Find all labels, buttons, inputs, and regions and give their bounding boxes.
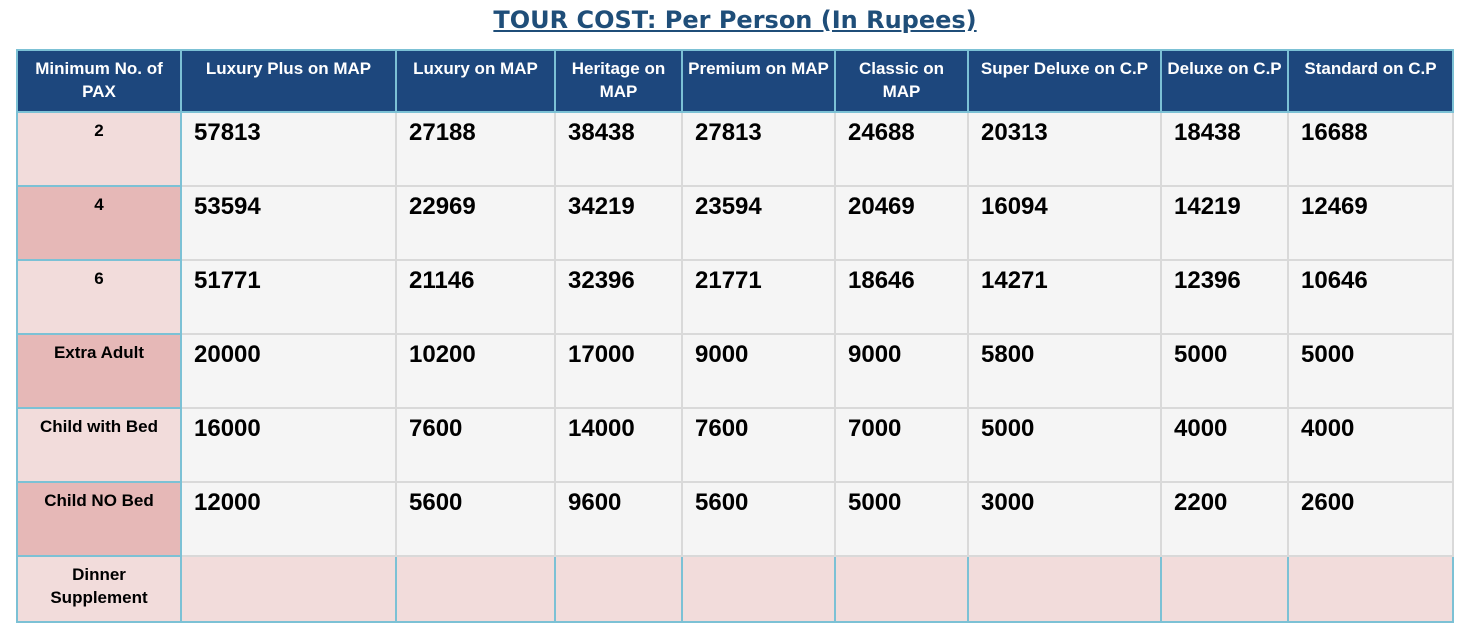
price-cell: 22969 — [395, 185, 556, 261]
price-cell: 16094 — [967, 185, 1162, 261]
price-cell: 4000 — [1287, 407, 1454, 483]
column-header: Super Deluxe on C.P — [967, 49, 1162, 113]
price-cell: 38438 — [554, 111, 683, 187]
price-cell: 20469 — [834, 185, 969, 261]
price-cell: 17000 — [554, 333, 683, 409]
price-cell: 27188 — [395, 111, 556, 187]
table-row: Child NO Bed 12000 5600 9600 5600 5000 3000 220… — [16, 481, 1454, 557]
row-label: Child NO Bed — [16, 481, 182, 557]
price-cell: 57813 — [180, 111, 397, 187]
row-label: 2 — [16, 111, 182, 187]
price-cell: 5000 — [1160, 333, 1289, 409]
price-cell — [681, 555, 836, 623]
price-cell: 24688 — [834, 111, 969, 187]
row-label: 6 — [16, 259, 182, 335]
price-cell: 23594 — [681, 185, 836, 261]
table-row: 2 57813 27188 38438 27813 24688 20313 18438 1668… — [16, 111, 1454, 187]
price-cell: 34219 — [554, 185, 683, 261]
price-cell: 5600 — [395, 481, 556, 557]
price-cell: 3000 — [967, 481, 1162, 557]
column-header: Heritage on MAP — [554, 49, 683, 113]
table-row: Dinner Supplement — [16, 555, 1454, 623]
price-cell: 4000 — [1160, 407, 1289, 483]
price-cell: 9000 — [834, 333, 969, 409]
price-cell: 32396 — [554, 259, 683, 335]
table-row: Child with Bed 16000 7600 14000 7600 7000 5000… — [16, 407, 1454, 483]
price-cell: 12469 — [1287, 185, 1454, 261]
price-cell: 5600 — [681, 481, 836, 557]
price-cell: 7600 — [395, 407, 556, 483]
price-cell: 21771 — [681, 259, 836, 335]
price-cell: 5000 — [834, 481, 969, 557]
column-header: Luxury on MAP — [395, 49, 556, 113]
page-title: TOUR COST: Per Person (In Rupees) — [493, 6, 977, 34]
row-label: Child with Bed — [16, 407, 182, 483]
column-header: Luxury Plus on MAP — [180, 49, 397, 113]
table-row: Extra Adult 20000 10200 17000 9000 9000 5800 50… — [16, 333, 1454, 409]
header-row: Minimum No. of PAX Luxury Plus on MAP Luxu… — [16, 49, 1454, 113]
table-row: 6 51771 21146 32396 21771 18646 14271 12396 1064… — [16, 259, 1454, 335]
price-cell — [180, 555, 397, 623]
price-cell — [1160, 555, 1289, 623]
price-cell — [395, 555, 556, 623]
price-cell: 12396 — [1160, 259, 1289, 335]
tour-cost-table: Minimum No. of PAX Luxury Plus on MAP Luxu… — [16, 49, 1454, 623]
price-cell: 53594 — [180, 185, 397, 261]
price-cell: 9000 — [681, 333, 836, 409]
price-cell: 10646 — [1287, 259, 1454, 335]
price-cell: 16000 — [180, 407, 397, 483]
row-label: 4 — [16, 185, 182, 261]
price-cell: 5000 — [1287, 333, 1454, 409]
price-cell: 5000 — [967, 407, 1162, 483]
price-cell: 20000 — [180, 333, 397, 409]
row-label: Extra Adult — [16, 333, 182, 409]
price-cell: 7000 — [834, 407, 969, 483]
price-cell: 18646 — [834, 259, 969, 335]
column-header: Classic on MAP — [834, 49, 969, 113]
price-cell: 2600 — [1287, 481, 1454, 557]
price-cell: 14219 — [1160, 185, 1289, 261]
column-header: Premium on MAP — [681, 49, 836, 113]
price-cell — [834, 555, 969, 623]
column-header: Standard on C.P — [1287, 49, 1454, 113]
price-cell — [967, 555, 1162, 623]
table-row: 4 53594 22969 34219 23594 20469 16094 14219 1246… — [16, 185, 1454, 261]
column-header: Minimum No. of PAX — [16, 49, 182, 113]
price-cell: 10200 — [395, 333, 556, 409]
price-cell: 21146 — [395, 259, 556, 335]
price-cell — [554, 555, 683, 623]
price-cell: 18438 — [1160, 111, 1289, 187]
price-cell: 14271 — [967, 259, 1162, 335]
price-cell: 14000 — [554, 407, 683, 483]
column-header: Deluxe on C.P — [1160, 49, 1289, 113]
row-label: Dinner Supplement — [16, 555, 182, 623]
price-cell: 2200 — [1160, 481, 1289, 557]
price-cell: 12000 — [180, 481, 397, 557]
price-cell: 51771 — [180, 259, 397, 335]
price-cell: 9600 — [554, 481, 683, 557]
price-cell: 27813 — [681, 111, 836, 187]
price-cell: 20313 — [967, 111, 1162, 187]
price-cell — [1287, 555, 1454, 623]
price-cell: 7600 — [681, 407, 836, 483]
price-cell: 16688 — [1287, 111, 1454, 187]
price-cell: 5800 — [967, 333, 1162, 409]
